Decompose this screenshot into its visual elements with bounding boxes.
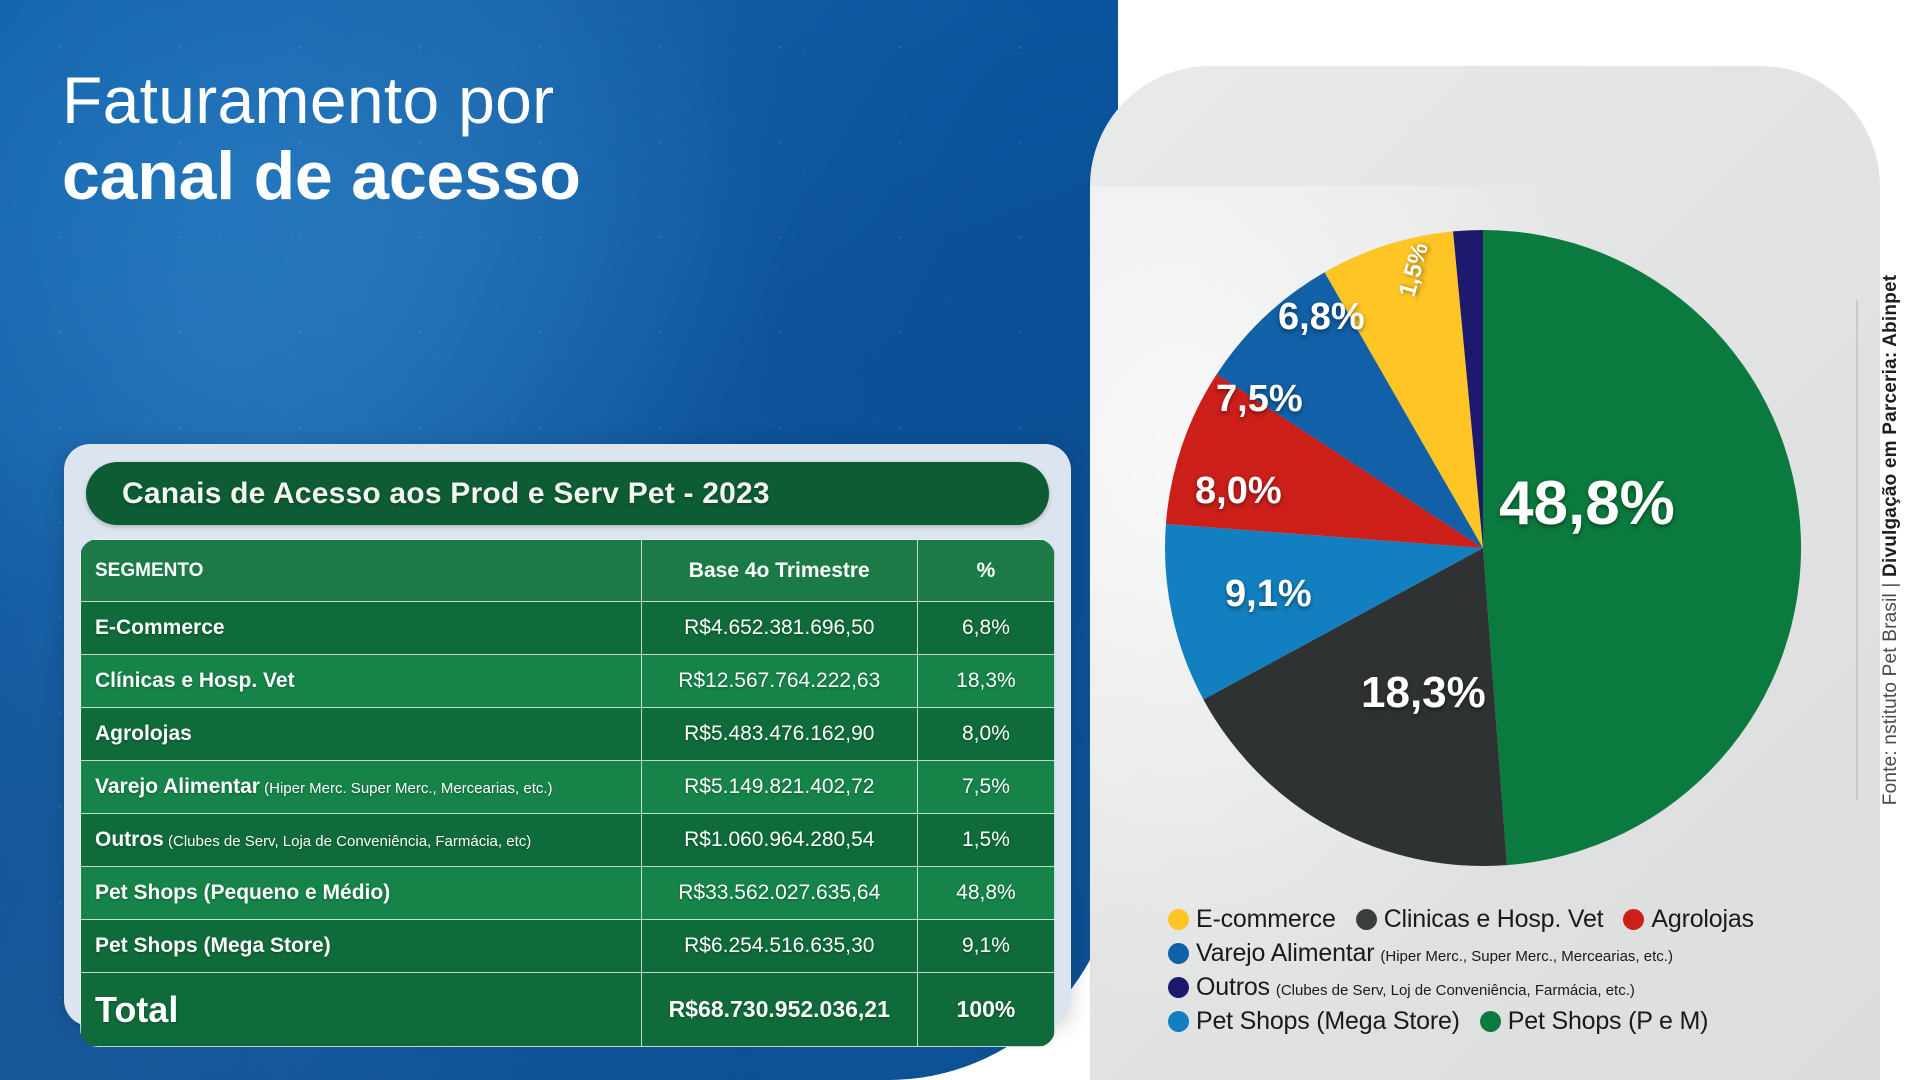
cell-segment: Varejo Alimentar (Hiper Merc. Super Merc… [80, 760, 642, 814]
cell-percent: 48,8% [916, 866, 1055, 920]
pie-slice [1164, 524, 1483, 700]
cell-value: R$5.483.476.162,90 [640, 707, 918, 761]
column-header-percent: % [916, 539, 1055, 602]
cell-percent: 9,1% [916, 919, 1055, 973]
table-row: Pet Shops (Mega Store) R$6.254.516.635,30… [80, 919, 1055, 973]
cell-percent: 6,8% [916, 601, 1055, 655]
legend-item[interactable]: Clinicas e Hosp. Vet [1355, 905, 1604, 934]
cell-segment: Pet Shops (Pequeno e Médio) [80, 866, 642, 920]
legend-label: Agrolojas [1651, 905, 1754, 933]
source-credit: Fonte: nstituto Pet Brasil | Divulgação … [1880, 275, 1902, 805]
pie-slice-label: 7,5% [1216, 378, 1303, 420]
pie-slice-label: 6,8% [1278, 296, 1365, 338]
legend-row: E-commerce Clinicas e Hosp. Vet Agrolojas [1168, 905, 1828, 934]
pie-slice-label: 8,0% [1195, 470, 1282, 512]
cell-segment-note: (Hiper Merc. Super Merc., Mercearias, et… [259, 780, 553, 797]
page-title-line-1: Faturamento por [62, 63, 555, 137]
data-table-card: Canais de Acesso aos Prod e Serv Pet - 2… [64, 444, 1071, 1047]
pie-slice-label: 18,3% [1361, 668, 1486, 717]
cell-value: R$33.562.027.635,64 [640, 866, 918, 920]
table-title-bar: Canais de Acesso aos Prod e Serv Pet - 2… [86, 462, 1049, 525]
cell-percent: 1,5% [916, 813, 1055, 867]
legend-label: Outros [1196, 973, 1270, 1001]
pie-slice [1165, 374, 1483, 548]
source-divider [1856, 300, 1858, 800]
total-percent: 100% [916, 972, 1055, 1047]
pie-slice [1483, 230, 1802, 866]
legend-label: Pet Shops (Mega Store) [1196, 1007, 1460, 1035]
pie-slice [1216, 272, 1483, 548]
table-row: Varejo Alimentar (Hiper Merc. Super Merc… [80, 760, 1055, 814]
cell-value: R$5.149.821.402,72 [640, 760, 918, 814]
page-title: Faturamento por canal de acesso [62, 63, 581, 214]
table-row: Agrolojas R$5.483.476.162,90 8,0% [80, 707, 1055, 761]
table-header-row: SEGMENTO Base 4o Trimestre % [80, 539, 1055, 602]
table-title-label: Canais de Acesso aos Prod e Serv Pet - 2… [122, 476, 770, 510]
legend-item[interactable]: E-commerce [1168, 905, 1336, 934]
legend-color-swatch-icon [1168, 1011, 1189, 1032]
pie-chart-svg [1164, 230, 1802, 867]
legend-note: (Hiper Merc., Super Merc., Mercearias, e… [1380, 948, 1673, 965]
legend-color-swatch-icon [1479, 1011, 1501, 1032]
cell-segment: Pet Shops (Mega Store) [80, 919, 642, 973]
cell-segment: E-Commerce [80, 601, 642, 655]
legend-note: (Clubes de Serv, Loj de Conveniência, Fa… [1275, 982, 1635, 999]
total-value: R$68.730.952.036,21 [640, 972, 918, 1047]
cell-value: R$1.060.964.280,54 [640, 813, 918, 867]
table-row: E-Commerce R$4.652.381.696,50 6,8% [80, 601, 1055, 655]
cell-segment: Outros (Clubes de Serv, Loja de Conveniê… [80, 813, 642, 867]
source-partner: Divulgação em Parceria: Abinpet [1880, 274, 1901, 577]
legend-color-swatch-icon [1168, 977, 1189, 998]
cell-percent: 8,0% [916, 707, 1055, 761]
page-title-line-2: canal de acesso [62, 137, 581, 214]
pie-slice [1203, 548, 1507, 867]
column-header-segment: SEGMENTO [80, 539, 642, 602]
table-body: E-Commerce R$4.652.381.696,50 6,8% Clínicas… [80, 601, 1055, 1047]
legend-color-swatch-icon [1168, 909, 1189, 930]
channels-table: SEGMENTO Base 4o Trimestre % E-Commerce R… [80, 539, 1055, 1047]
cell-value: R$6.254.516.635,30 [640, 919, 918, 973]
legend-label: Pet Shops (P e M) [1507, 1007, 1709, 1035]
legend-item[interactable]: Agrolojas [1623, 905, 1754, 934]
table-head: SEGMENTO Base 4o Trimestre % [80, 539, 1055, 602]
pie-slice [1453, 230, 1483, 548]
legend-item[interactable]: Pet Shops (Mega Store) [1168, 1007, 1460, 1036]
legend-item[interactable]: Outros (Clubes de Serv, Loj de Conveniênc… [1168, 973, 1635, 1002]
pie-slice [1324, 231, 1483, 548]
legend-label: E-commerce [1196, 905, 1336, 933]
legend-label: Varejo Alimentar [1196, 939, 1375, 967]
legend-label: Clinicas e Hosp. Vet [1383, 905, 1604, 933]
table-total-row: Total R$68.730.952.036,21 100% [80, 972, 1055, 1047]
cell-segment: Agrolojas [80, 707, 642, 761]
legend-item[interactable]: Varejo Alimentar (Hiper Merc., Super Merc… [1168, 939, 1673, 968]
source-prefix: Fonte: nstituto Pet Brasil | [1880, 576, 1901, 806]
pie-slice-label: 9,1% [1225, 573, 1312, 615]
legend-color-swatch-icon [1168, 943, 1189, 964]
table-row: Clínicas e Hosp. Vet R$12.567.764.222,63 1… [80, 654, 1055, 708]
total-label: Total [80, 972, 642, 1047]
pie-slice-label: 48,8% [1499, 469, 1675, 538]
legend-row: Outros (Clubes de Serv, Loj de Conveniênc… [1168, 973, 1828, 1002]
legend-row: Pet Shops (Mega Store) Pet Shops (P e M) [1168, 1007, 1828, 1036]
legend-color-swatch-icon [1355, 909, 1377, 930]
cell-value: R$12.567.764.222,63 [640, 654, 918, 708]
chart-legend: E-commerce Clinicas e Hosp. Vet Agrolojas V… [1168, 905, 1828, 1041]
cell-percent: 18,3% [916, 654, 1055, 708]
column-header-base: Base 4o Trimestre [640, 539, 918, 602]
table-row: Outros (Clubes de Serv, Loja de Conveniê… [80, 813, 1055, 867]
pie-chart: 48,8% 18,3% 9,1% 8,0% 7,5% 6,8% 1,5% [1163, 228, 1803, 868]
cell-value: R$4.652.381.696,50 [640, 601, 918, 655]
cell-segment-note: (Clubes de Serv, Loja de Conveniência, F… [163, 833, 532, 850]
legend-row: Varejo Alimentar (Hiper Merc., Super Merc… [1168, 939, 1828, 968]
cell-segment: Clínicas e Hosp. Vet [80, 654, 642, 708]
cell-percent: 7,5% [916, 760, 1055, 814]
legend-color-swatch-icon [1623, 909, 1645, 930]
legend-item[interactable]: Pet Shops (P e M) [1479, 1007, 1709, 1036]
table-row: Pet Shops (Pequeno e Médio) R$33.562.027.… [80, 866, 1055, 920]
